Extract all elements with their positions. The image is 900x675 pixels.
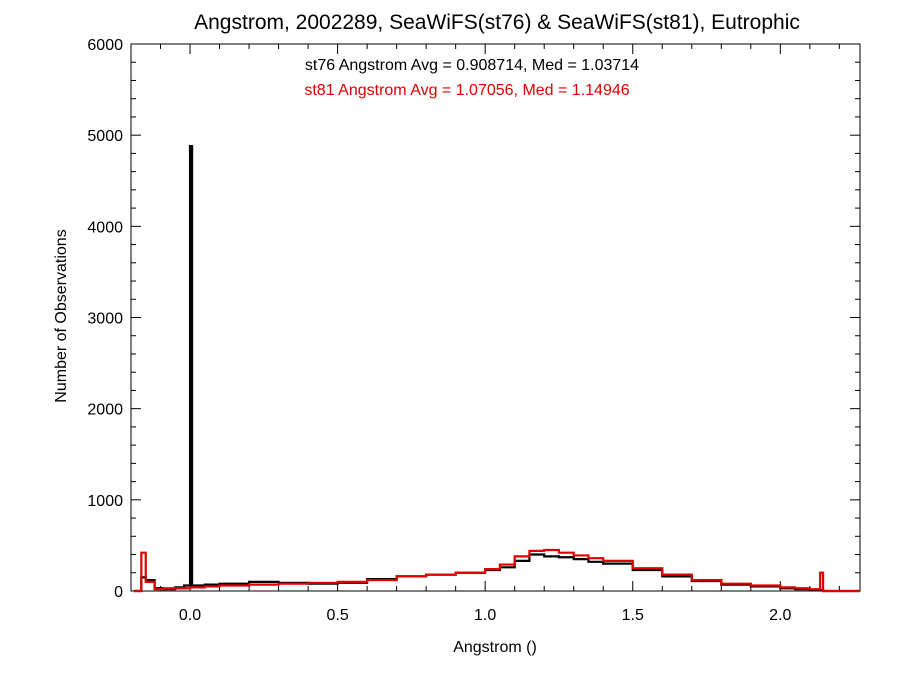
y-axis-label: Number of Observations [53, 229, 70, 402]
histogram-series-1 [133, 548, 860, 593]
plot-area: 0.0 0.5 1.0 1.5 2.0 0 1000 2000 3000 4000 5000 6000 [87, 37, 861, 624]
chart-title: Angstrom, 2002289, SeaWiFS(st76) & SeaWi… [194, 11, 800, 34]
x-tick-label: 0.5 [326, 607, 348, 624]
y-tick-label: 3000 [87, 311, 123, 328]
y-tick-label: 0 [114, 584, 123, 601]
y-tick-label: 4000 [87, 219, 123, 236]
y-tick-label: 2000 [87, 402, 123, 419]
y-tick-label: 1000 [87, 493, 123, 510]
tick-labels: 0.0 0.5 1.0 1.5 2.0 0 1000 2000 3000 4000 5000 6000 [87, 37, 791, 624]
plot-frame [130, 43, 861, 592]
x-tick-label: 1.0 [474, 607, 496, 624]
x-axis-label: Angstrom () [453, 639, 537, 656]
x-tick-label: 2.0 [769, 607, 791, 624]
y-tick-label: 5000 [87, 128, 123, 145]
st81-stats-annotation: st81 Angstrom Avg = 1.07056, Med = 1.149… [304, 82, 629, 99]
x-tick-label: 1.5 [622, 607, 644, 624]
axis-ticks [131, 43, 860, 592]
st76-stats-annotation: st76 Angstrom Avg = 0.908714, Med = 1.03… [305, 57, 639, 74]
y-tick-label: 6000 [87, 37, 123, 54]
series-layer [133, 145, 860, 593]
histogram-series-0 [133, 145, 860, 593]
x-tick-label: 0.0 [179, 607, 201, 624]
